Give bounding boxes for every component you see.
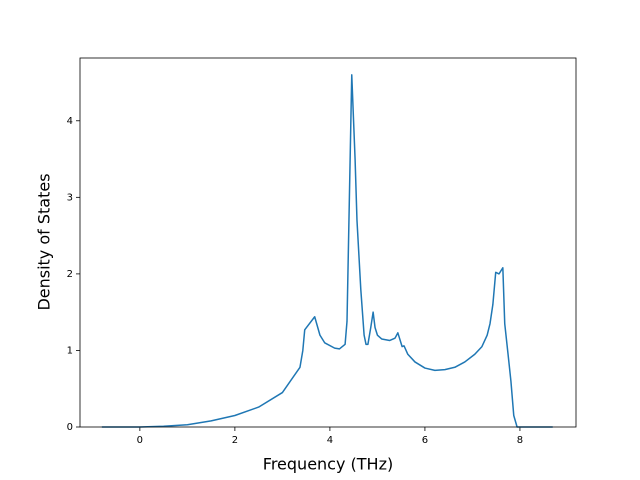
x-tick-label: 8 — [517, 435, 523, 446]
x-axis-label: Frequency (THz) — [263, 455, 393, 474]
y-tick-label: 2 — [67, 269, 73, 280]
x-tick-label: 2 — [232, 435, 238, 446]
x-tick-label: 0 — [137, 435, 143, 446]
line-series — [101, 74, 553, 428]
plot-frame — [79, 57, 577, 428]
y-axis-label: Density of States — [35, 173, 54, 310]
y-tick-label: 3 — [67, 192, 73, 203]
y-tick-label: 0 — [67, 422, 73, 433]
x-tick-label: 4 — [327, 435, 333, 446]
y-tick-label: 1 — [67, 345, 73, 356]
y-tick-label: 4 — [67, 116, 73, 127]
x-tick-label: 6 — [422, 435, 428, 446]
